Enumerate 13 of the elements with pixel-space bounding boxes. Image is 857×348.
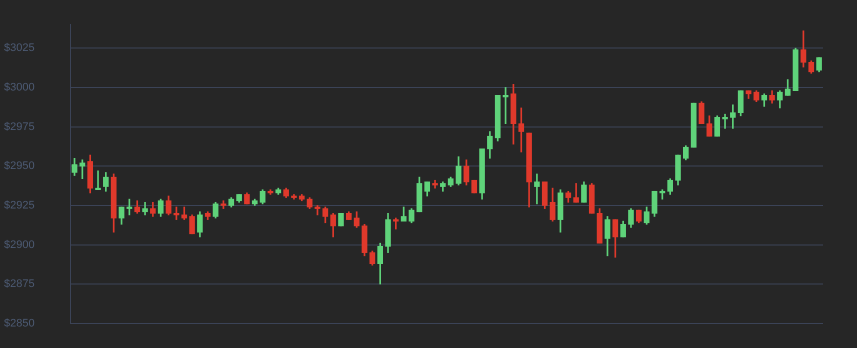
candlestick bbox=[95, 170, 101, 190]
y-tick-label: $3025 bbox=[4, 42, 35, 54]
y-tick-label: $2850 bbox=[4, 317, 35, 330]
candlestick bbox=[534, 174, 540, 204]
candlestick bbox=[502, 87, 508, 124]
y-tick-label: $2950 bbox=[4, 160, 35, 172]
candlestick bbox=[722, 114, 728, 129]
y-tick-label: $2875 bbox=[4, 278, 35, 290]
y-tick-label: $2900 bbox=[4, 238, 35, 251]
candlestick bbox=[314, 205, 320, 216]
y-tick-label: $3000 bbox=[4, 82, 35, 94]
y-tick-label: $2925 bbox=[4, 199, 35, 212]
y-tick-label: $2975 bbox=[4, 120, 35, 133]
